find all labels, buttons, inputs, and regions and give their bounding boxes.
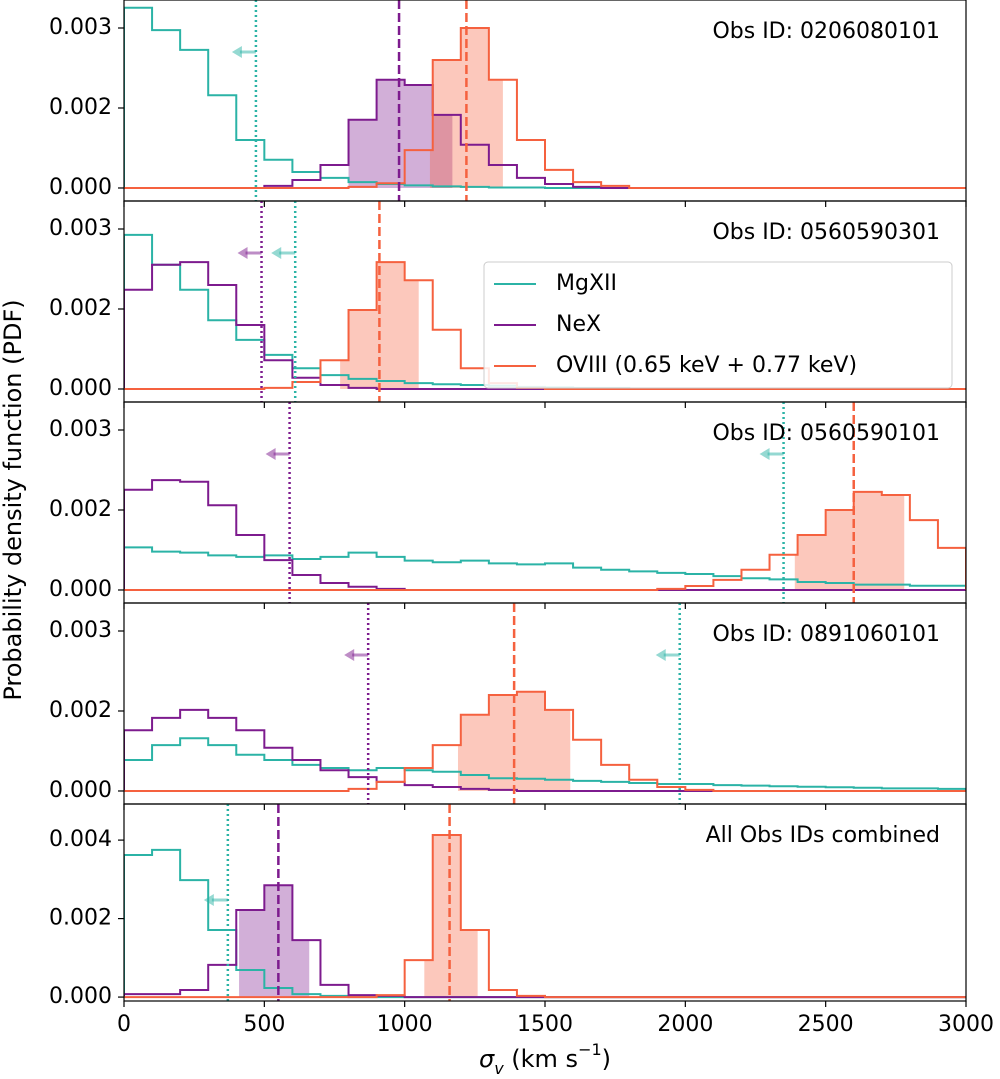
arrow-head <box>265 448 276 460</box>
y-tick-label: 0.002 <box>49 698 112 723</box>
annotation: Obs ID: 0560590101 <box>712 421 940 446</box>
arrow-head <box>231 46 242 58</box>
arrow-head <box>203 894 214 906</box>
x-axis-label-part: (km s <box>504 1045 578 1073</box>
y-tick-label: 0.003 <box>49 417 112 442</box>
histogram-line <box>124 26 966 189</box>
legend-label: OVIII (0.65 keV + 0.77 keV) <box>556 353 857 378</box>
panel <box>124 0 966 201</box>
credible-interval <box>348 79 453 188</box>
histogram-line <box>124 834 966 999</box>
x-axis-label-part: σ <box>479 1045 495 1073</box>
x-tick-label: 2000 <box>657 1012 713 1037</box>
histogram-line <box>124 78 966 189</box>
x-tick-label: 3000 <box>938 1012 994 1037</box>
x-tick-label: 500 <box>243 1012 285 1037</box>
credible-interval <box>424 835 478 998</box>
legend-label: MgXII <box>556 271 617 296</box>
x-tick-label: 1000 <box>377 1012 433 1037</box>
y-tick-label: 0.002 <box>49 296 112 321</box>
annotation: Obs ID: 0891060101 <box>712 622 940 647</box>
arrow-head <box>344 649 355 661</box>
annotation: Obs ID: 0560590301 <box>712 220 940 245</box>
x-axis-label-part: ) <box>602 1045 611 1073</box>
y-tick-label: 0.000 <box>49 577 112 602</box>
y-tick-label: 0.000 <box>49 778 112 803</box>
arrow-head <box>655 649 666 661</box>
arrow-head <box>237 247 248 259</box>
y-tick-label: 0.002 <box>49 95 112 120</box>
arrow-head <box>271 247 282 259</box>
y-tick-label: 0.002 <box>49 906 112 931</box>
x-tick-label: 2500 <box>798 1012 854 1037</box>
histogram-line <box>124 490 966 591</box>
annotation: Obs ID: 0206080101 <box>712 19 940 44</box>
y-tick-label: 0.003 <box>49 15 112 40</box>
x-axis-label-part: −1 <box>578 1040 602 1059</box>
histogram-line <box>124 690 966 792</box>
histogram-line <box>124 261 966 390</box>
histogram-line <box>124 546 966 590</box>
panel <box>124 201 966 402</box>
y-axis-label: Probability density function (PDF) <box>0 299 27 700</box>
y-tick-label: 0.002 <box>49 497 112 522</box>
y-tick-label: 0.000 <box>49 984 112 1009</box>
legend-box <box>483 261 953 389</box>
y-tick-label: 0.000 <box>49 175 112 200</box>
x-tick-label: 0 <box>117 1012 131 1037</box>
x-tick-label: 1500 <box>517 1012 573 1037</box>
y-tick-label: 0.000 <box>49 376 112 401</box>
credible-interval <box>794 491 905 590</box>
x-axis-label-part: v <box>494 1059 504 1078</box>
histogram-line <box>124 737 966 791</box>
y-tick-label: 0.004 <box>49 827 112 852</box>
panel <box>124 804 966 1001</box>
legend-label: NeX <box>556 312 601 337</box>
y-tick-label: 0.003 <box>49 216 112 241</box>
annotation: All Obs IDs combined <box>706 823 940 848</box>
arrow-head <box>759 448 770 460</box>
panel <box>124 402 966 603</box>
panel <box>124 603 966 804</box>
x-axis-label: σv (km s−1) <box>479 1040 611 1078</box>
y-tick-label: 0.003 <box>49 618 112 643</box>
